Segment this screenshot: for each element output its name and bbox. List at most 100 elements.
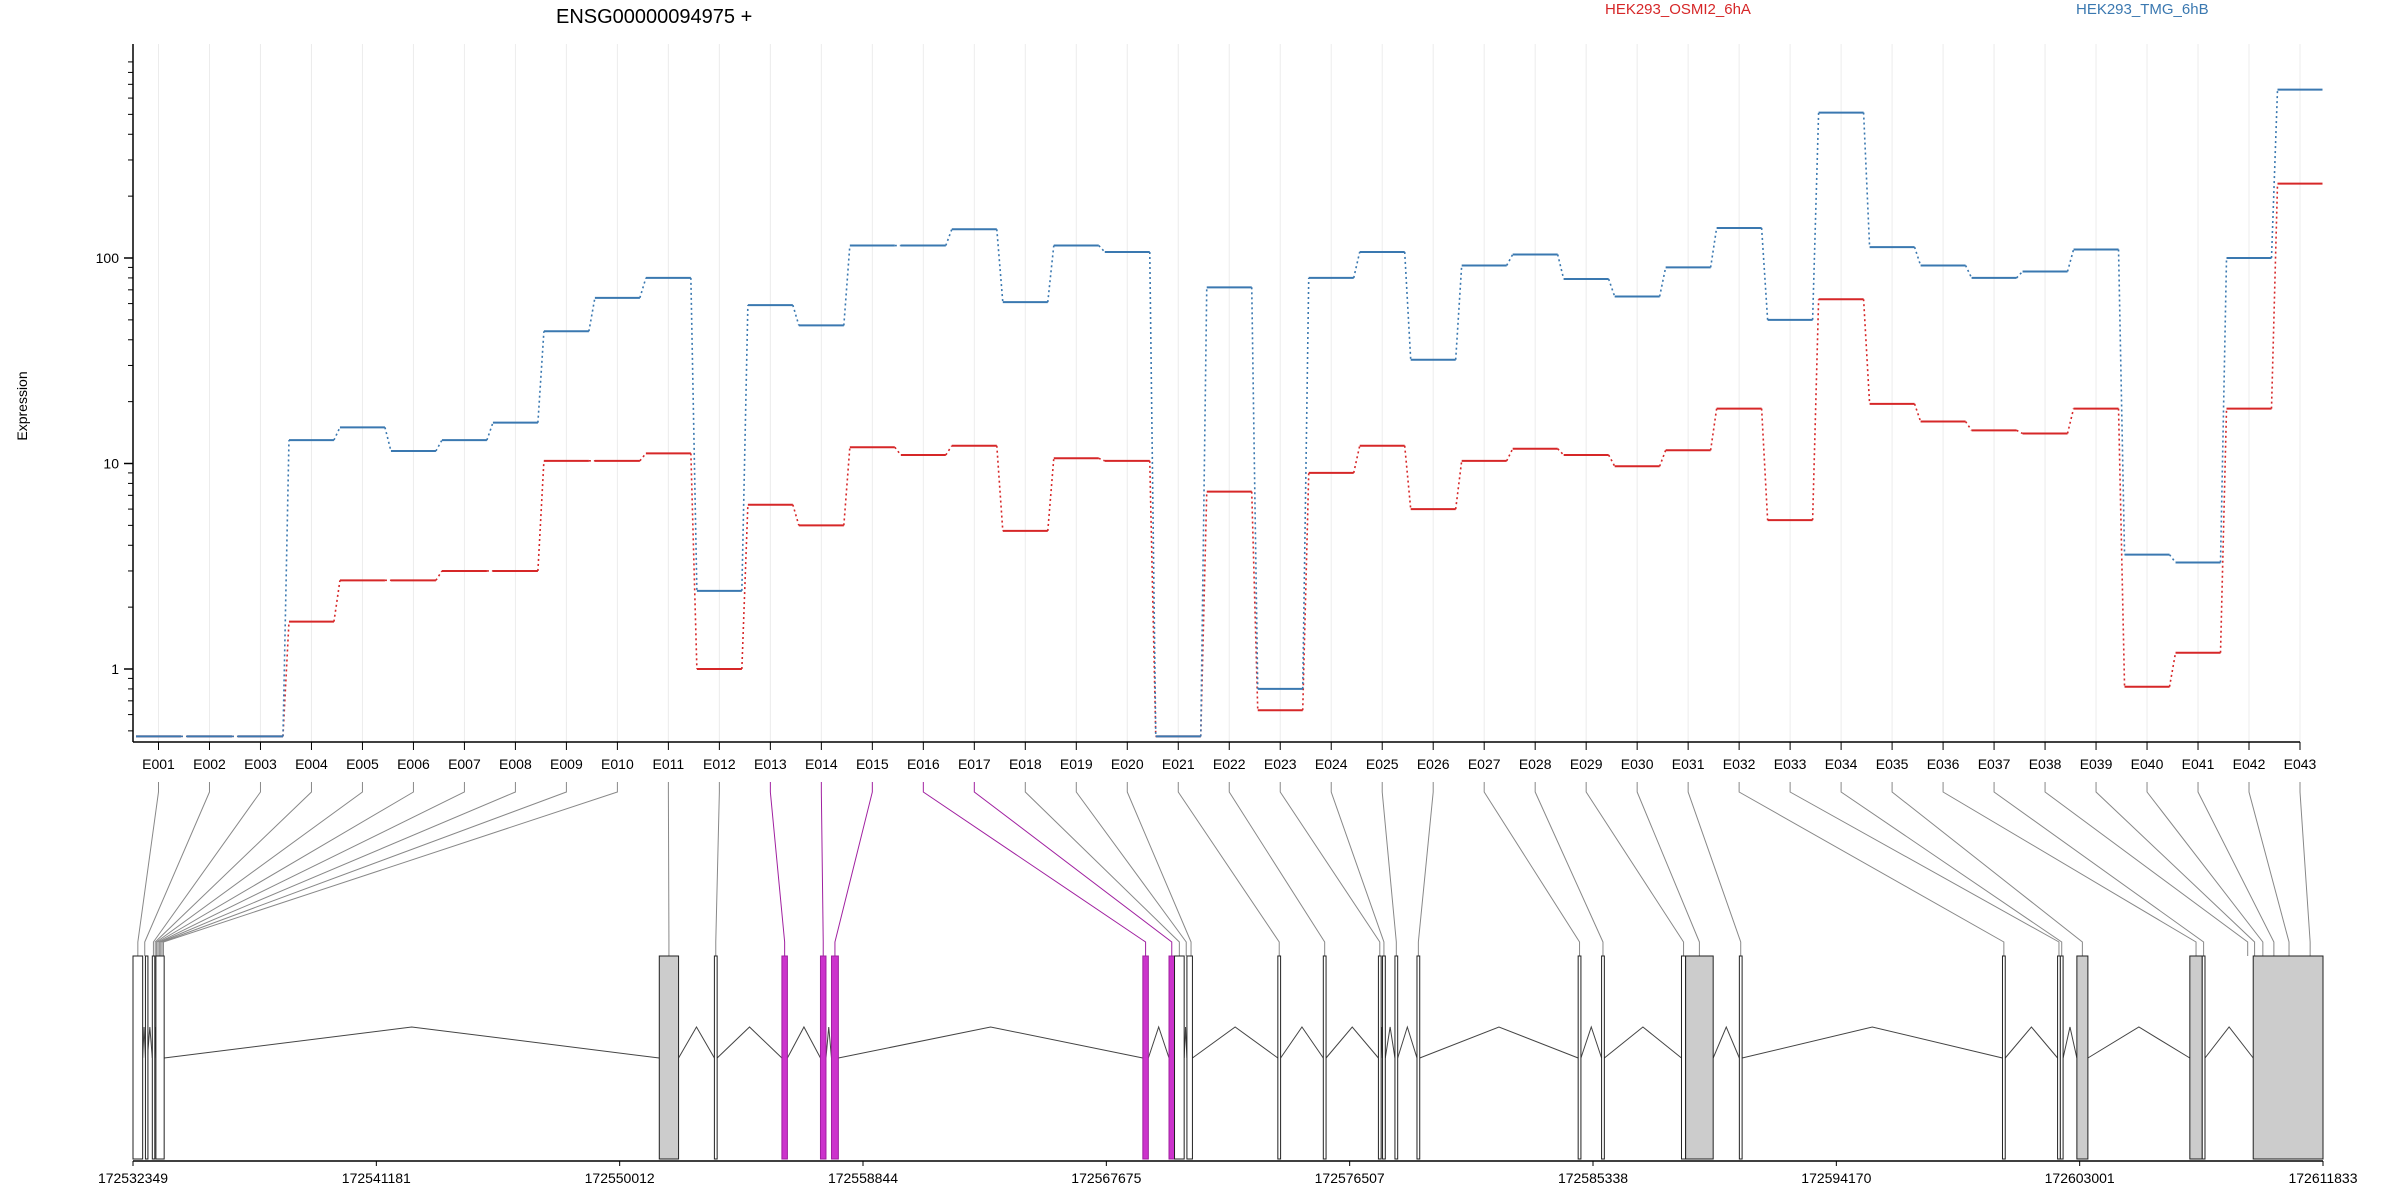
series-0-connector [1862,299,1871,404]
series-1-connector [996,229,1004,303]
exon-tick-label: E004 [295,756,328,772]
exon-connector [154,782,312,956]
exon-tick-label: E029 [1570,756,1603,772]
series-1-connector [1199,287,1208,737]
exon-box [2059,955,2064,1160]
exon-connector [2095,782,2256,956]
exon-box [1680,955,1687,1160]
series-1-connector [435,439,443,452]
exon-tick-label: E027 [1468,756,1501,772]
exon-connector [1417,782,1434,956]
exon-box [2001,955,2006,1160]
exon-box [1322,955,1327,1160]
exon-connector [667,782,670,956]
exon-box [1685,955,1714,1160]
series-0-connector [537,460,545,571]
intron-line [1604,1026,1682,1059]
series-0-connector [996,445,1004,531]
exon-tick-label: E026 [1417,756,1450,772]
exon-tick-label: E010 [601,756,634,772]
series-0-connector [1913,403,1922,422]
series-0-connector [333,580,341,622]
series-1-connector [2270,89,2279,259]
intron-line [2087,1026,2191,1059]
exon-connector [2197,782,2275,956]
exon-tick-label: E025 [1366,756,1399,772]
exon-tick-label: E011 [653,756,685,772]
exon-box [713,955,718,1160]
intron-line [164,1026,660,1059]
exon-connector [1636,782,1700,956]
intron-line [2004,1026,2058,1059]
exon-tick-label: E041 [2182,756,2215,772]
series-0-connector [741,504,749,670]
series-0-connector [639,452,647,462]
exon-tick-label: E009 [550,756,583,772]
intron-line [1192,1026,1279,1059]
plot-axes: 1 10 100 [96,44,2300,743]
series-1-connector [690,277,698,591]
series-1-connector [1658,267,1667,297]
exon-connector [1126,782,1192,956]
coordinate-tick-label: 172541181 [342,1170,411,1186]
exon-connector [1024,782,1180,956]
exon-tick-label: E003 [244,756,277,772]
highlighted-exon-box [1168,955,1176,1160]
coordinate-tick-label: 172532349 [98,1170,168,1186]
exon-connector [161,782,567,956]
intron-line [838,1026,1143,1059]
exon-connector [973,782,1173,956]
series-0-connector [282,621,290,737]
series-1-connector [2168,554,2177,563]
coordinate-tick-label: 172567675 [1071,1170,1141,1186]
exon-box [144,955,149,1160]
y-tick-label: 1 [111,661,119,677]
intron-line [1580,1025,1603,1059]
exon-box [2189,955,2203,1160]
y-axis-label: Expression [14,371,30,440]
exon-tick-label: E022 [1213,756,1246,772]
exon-connector [1381,782,1397,956]
highlighted-exon-box [830,955,839,1160]
series-1-connector [1964,265,1973,279]
exon-connector [1891,782,2083,956]
exon-tick-label: E019 [1060,756,1093,772]
intron-line [678,1026,715,1059]
series-0-connector [1454,460,1463,510]
exon-tick-label: E037 [1978,756,2011,772]
series-0-connector [2219,408,2228,653]
exon-connector [2044,782,2249,956]
series-0-connector [2117,408,2126,687]
series-1-connector [486,422,494,441]
exon-connector [769,782,786,956]
series-1-connector [792,304,800,326]
series-1-connector [2117,249,2126,555]
exon-connector [1330,782,1385,956]
exon-tick-label: E014 [805,756,838,772]
exon-tick-label: E023 [1264,756,1297,772]
coordinate-tick-label: 172594170 [1801,1170,1871,1186]
exon-connector [2299,782,2311,956]
intron-line [786,1025,821,1059]
exon-connector [1228,782,1326,956]
exon-box [1601,955,1605,1160]
legend-entry-tmg: HEK293_TMG_6hB [2076,1,2209,18]
exon-tick-label: E015 [856,756,889,772]
chart-title: ENSG00000094975 + [556,6,752,28]
exon-connector [1075,782,1187,956]
exon-connector [1483,782,1581,956]
intron-line [825,1026,832,1059]
intron-line [1397,1025,1418,1059]
series-1-connector [1352,251,1361,279]
series-0-connector [2168,652,2177,687]
exon-box [2076,955,2089,1160]
exon-connector [2146,782,2264,956]
coordinate-tick-label: 172611833 [2288,1170,2357,1186]
exon-box [2201,955,2206,1160]
intron-line [716,1026,783,1059]
intron-line [1325,1026,1379,1059]
exon-box [151,955,156,1160]
exon-connector [144,782,210,956]
y-tick-label: 100 [96,250,120,266]
exon-connector [715,782,720,956]
